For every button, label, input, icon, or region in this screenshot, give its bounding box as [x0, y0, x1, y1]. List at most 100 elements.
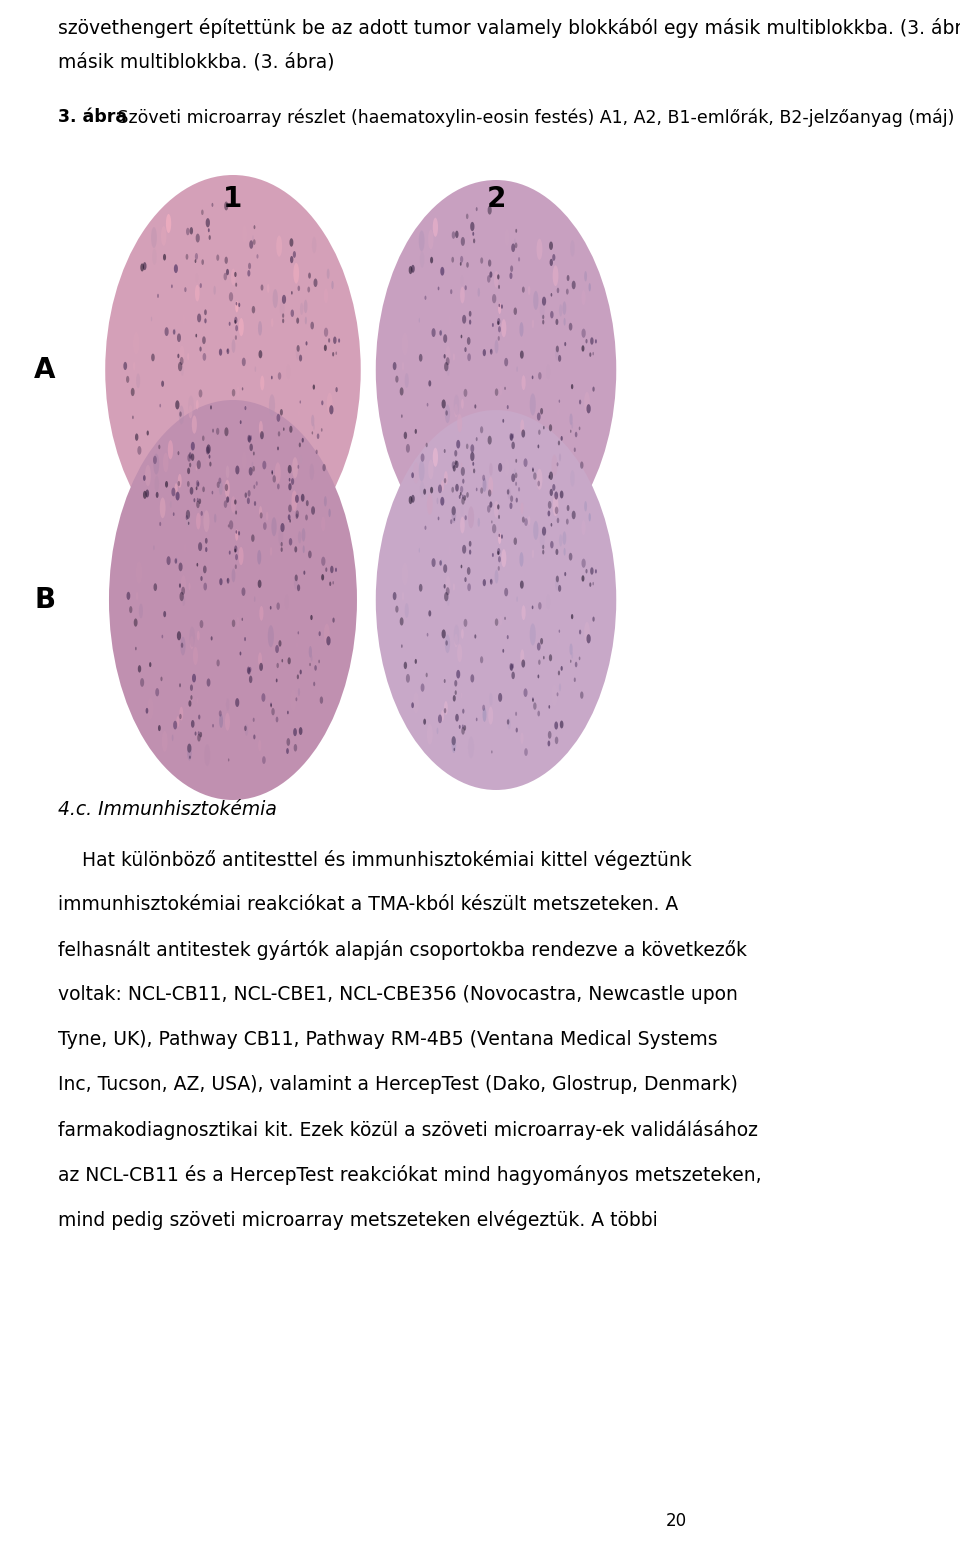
Ellipse shape — [245, 725, 248, 736]
Ellipse shape — [231, 389, 235, 397]
Ellipse shape — [259, 606, 263, 620]
Ellipse shape — [131, 387, 134, 397]
Ellipse shape — [198, 543, 203, 550]
Ellipse shape — [533, 291, 539, 309]
Ellipse shape — [210, 636, 212, 641]
Ellipse shape — [258, 740, 261, 751]
Ellipse shape — [199, 389, 203, 398]
Ellipse shape — [428, 381, 431, 387]
Ellipse shape — [488, 205, 492, 215]
Ellipse shape — [198, 715, 201, 720]
Ellipse shape — [216, 428, 219, 435]
Ellipse shape — [297, 317, 300, 323]
Ellipse shape — [304, 317, 307, 325]
Ellipse shape — [549, 471, 553, 480]
Ellipse shape — [250, 435, 252, 440]
Ellipse shape — [190, 636, 194, 650]
Ellipse shape — [437, 728, 439, 734]
Ellipse shape — [494, 339, 498, 353]
Ellipse shape — [501, 549, 506, 568]
Ellipse shape — [195, 731, 197, 736]
Ellipse shape — [540, 407, 543, 415]
Ellipse shape — [556, 575, 559, 583]
Ellipse shape — [589, 353, 591, 358]
Ellipse shape — [320, 697, 324, 704]
Ellipse shape — [253, 485, 255, 488]
Ellipse shape — [312, 236, 317, 253]
Ellipse shape — [149, 662, 152, 667]
Ellipse shape — [551, 292, 552, 297]
Ellipse shape — [287, 711, 289, 714]
Ellipse shape — [293, 728, 297, 736]
Ellipse shape — [532, 468, 534, 473]
Ellipse shape — [196, 487, 198, 490]
Ellipse shape — [557, 639, 559, 645]
Ellipse shape — [480, 257, 483, 264]
Ellipse shape — [532, 375, 534, 379]
Ellipse shape — [263, 522, 267, 530]
Ellipse shape — [286, 739, 290, 746]
Ellipse shape — [140, 263, 144, 272]
Ellipse shape — [460, 257, 464, 263]
Ellipse shape — [497, 320, 499, 325]
Ellipse shape — [235, 554, 238, 560]
Ellipse shape — [490, 694, 492, 706]
Ellipse shape — [272, 470, 273, 473]
Ellipse shape — [180, 714, 181, 718]
Ellipse shape — [452, 232, 455, 239]
Ellipse shape — [453, 748, 455, 751]
Ellipse shape — [528, 516, 531, 526]
Ellipse shape — [203, 336, 205, 344]
Ellipse shape — [200, 347, 202, 351]
Ellipse shape — [257, 550, 261, 564]
Ellipse shape — [273, 289, 277, 308]
Ellipse shape — [196, 480, 199, 487]
Ellipse shape — [420, 252, 424, 267]
Ellipse shape — [289, 477, 291, 482]
Ellipse shape — [445, 588, 449, 596]
Ellipse shape — [438, 516, 440, 521]
Ellipse shape — [502, 418, 504, 423]
Ellipse shape — [295, 546, 298, 552]
Ellipse shape — [441, 498, 444, 505]
Ellipse shape — [419, 355, 422, 362]
Ellipse shape — [276, 645, 279, 653]
Ellipse shape — [498, 557, 501, 563]
Ellipse shape — [231, 269, 235, 285]
Ellipse shape — [538, 675, 540, 678]
Ellipse shape — [189, 627, 195, 647]
Ellipse shape — [253, 501, 256, 505]
Ellipse shape — [332, 351, 334, 356]
Ellipse shape — [127, 592, 131, 600]
Ellipse shape — [196, 400, 199, 409]
Ellipse shape — [219, 711, 222, 717]
Ellipse shape — [555, 345, 559, 361]
Ellipse shape — [542, 297, 546, 306]
Ellipse shape — [521, 659, 525, 667]
Ellipse shape — [212, 725, 214, 728]
Ellipse shape — [298, 411, 300, 417]
Ellipse shape — [326, 393, 332, 414]
Ellipse shape — [585, 501, 588, 512]
Ellipse shape — [455, 690, 457, 695]
Ellipse shape — [172, 734, 174, 742]
Ellipse shape — [442, 400, 445, 409]
Ellipse shape — [163, 453, 169, 473]
Ellipse shape — [160, 676, 162, 681]
Ellipse shape — [518, 487, 520, 491]
Ellipse shape — [298, 465, 300, 468]
Ellipse shape — [420, 482, 424, 498]
Ellipse shape — [302, 546, 304, 554]
Ellipse shape — [281, 659, 283, 662]
Ellipse shape — [247, 667, 251, 673]
Ellipse shape — [561, 666, 563, 670]
Ellipse shape — [453, 465, 456, 471]
Ellipse shape — [438, 286, 440, 291]
Ellipse shape — [455, 714, 459, 722]
Ellipse shape — [464, 389, 468, 397]
Ellipse shape — [566, 275, 569, 281]
Ellipse shape — [468, 737, 474, 759]
Ellipse shape — [552, 253, 556, 261]
Ellipse shape — [151, 227, 156, 247]
Ellipse shape — [543, 426, 544, 429]
